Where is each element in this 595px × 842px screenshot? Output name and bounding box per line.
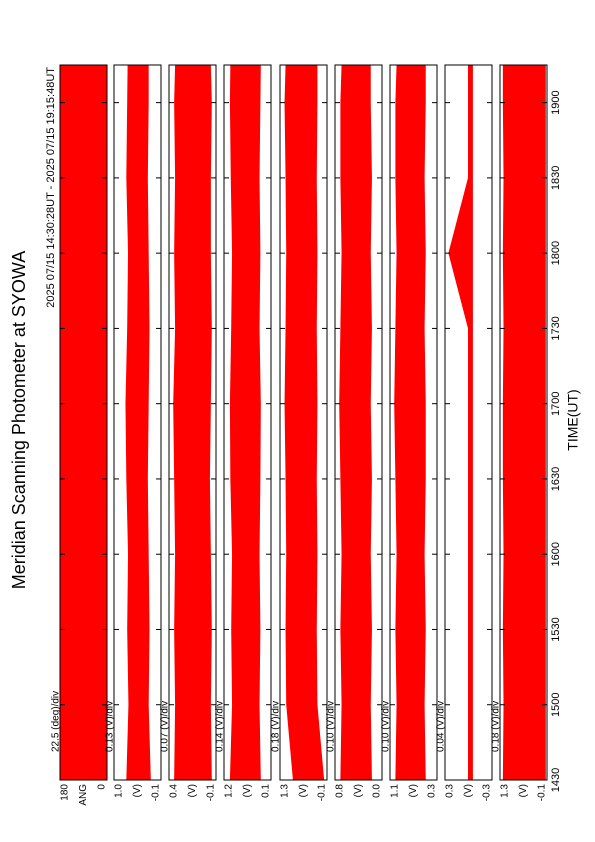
y-tick-label: -0.1 (317, 784, 328, 802)
trace-band (173, 65, 212, 780)
y-tick-label: 0.0 (372, 784, 383, 798)
x-axis-label: TIME(UT) (565, 389, 581, 450)
trace-max (284, 64, 294, 781)
panel-scale: 0.07 (V)/div (160, 701, 171, 752)
y-tick-label: -0.1 (206, 784, 217, 802)
panel-scale: 0.18 (V)/div (271, 701, 282, 752)
x-tick-label: 1600 (550, 542, 562, 566)
trace-band (394, 65, 426, 780)
panel-label: (V) (463, 784, 474, 797)
trace-min (208, 64, 212, 781)
panel-scale: 0.13 (V)/div (105, 701, 116, 752)
panel-frame (334, 64, 383, 781)
panel-label: (V) (298, 784, 309, 797)
panel-label: (V) (132, 784, 143, 797)
panel-label: (V) (518, 784, 529, 797)
trace-min (146, 65, 151, 781)
y-tick-label: -0.3 (482, 784, 493, 802)
panel-scale: 0.10 (V)/div (381, 701, 392, 752)
panel-scale: 0.18 (V)/div (491, 701, 502, 752)
panel-label: (V) (353, 784, 364, 797)
y-tick-label: 1.3 (280, 784, 291, 798)
panel-frame (113, 64, 162, 781)
trace-max (448, 65, 469, 780)
y-tick-label: 180 (60, 784, 71, 801)
trace-max (125, 64, 130, 781)
panel-frame (168, 64, 217, 781)
x-tick-label: 1800 (550, 241, 562, 265)
panel-frame (499, 64, 548, 781)
chart-title: Meridian Scanning Photometer at SYOWA (9, 251, 29, 590)
x-tick-label: 1530 (550, 617, 562, 641)
panel-scale: 22.5 (deg)/div (51, 691, 62, 752)
x-tick-label: 1730 (550, 316, 562, 340)
y-tick-label: 1.3 (500, 784, 511, 798)
y-tick-label: 1.2 (224, 784, 235, 798)
y-tick-label: 0.8 (335, 784, 346, 798)
trace-min (423, 65, 426, 781)
panel-frame (444, 64, 493, 781)
panel-scale: 0.14 (V)/div (215, 701, 226, 752)
x-tick-label: 1430 (550, 768, 562, 792)
panel-frame (59, 64, 108, 781)
panel-label: (V) (242, 784, 253, 797)
trace-band (230, 65, 261, 780)
y-tick-label: 0.3 (427, 784, 438, 798)
y-tick-label: 0 (97, 784, 108, 790)
x-tick-label: 1500 (550, 692, 562, 716)
trace-band (448, 65, 473, 780)
y-tick-label: 0.1 (261, 784, 272, 798)
panel-frame (223, 64, 272, 781)
y-tick-label: 1.1 (390, 784, 401, 798)
panel-scale: 0.04 (V)/div (436, 701, 447, 752)
x-tick-label: 1700 (550, 391, 562, 415)
chart-subtitle: 2025 07/15 14:30:28UT - 2025 07/15 19:15… (45, 67, 57, 308)
trace-band (125, 65, 151, 780)
y-tick-label: -0.1 (537, 784, 548, 802)
y-tick-label: 0.3 (445, 784, 456, 798)
trace-max (229, 64, 234, 781)
y-tick-label: -0.1 (151, 784, 162, 802)
trace-band (503, 65, 546, 780)
y-tick-label: 0.4 (169, 784, 180, 798)
panel-frame (389, 64, 438, 781)
trace-min (258, 64, 261, 781)
panel-label: ANG (78, 784, 89, 806)
y-tick-label: 1.0 (114, 784, 125, 798)
trace-band (60, 65, 107, 780)
panel-scale: 0.10 (V)/div (326, 701, 337, 752)
trace-band (285, 65, 324, 780)
x-tick-label: 1630 (550, 467, 562, 491)
trace-min (315, 65, 325, 781)
x-tick-label: 1900 (550, 90, 562, 114)
rotated-chart: Meridian Scanning Photometer at SYOWA 20… (9, 64, 581, 806)
panel-label: (V) (408, 784, 419, 797)
x-tick-label: 1830 (550, 166, 562, 190)
trace-band (339, 65, 372, 780)
panel-frame (279, 64, 328, 781)
trace-min (369, 65, 372, 781)
panel-label: (V) (187, 784, 198, 797)
